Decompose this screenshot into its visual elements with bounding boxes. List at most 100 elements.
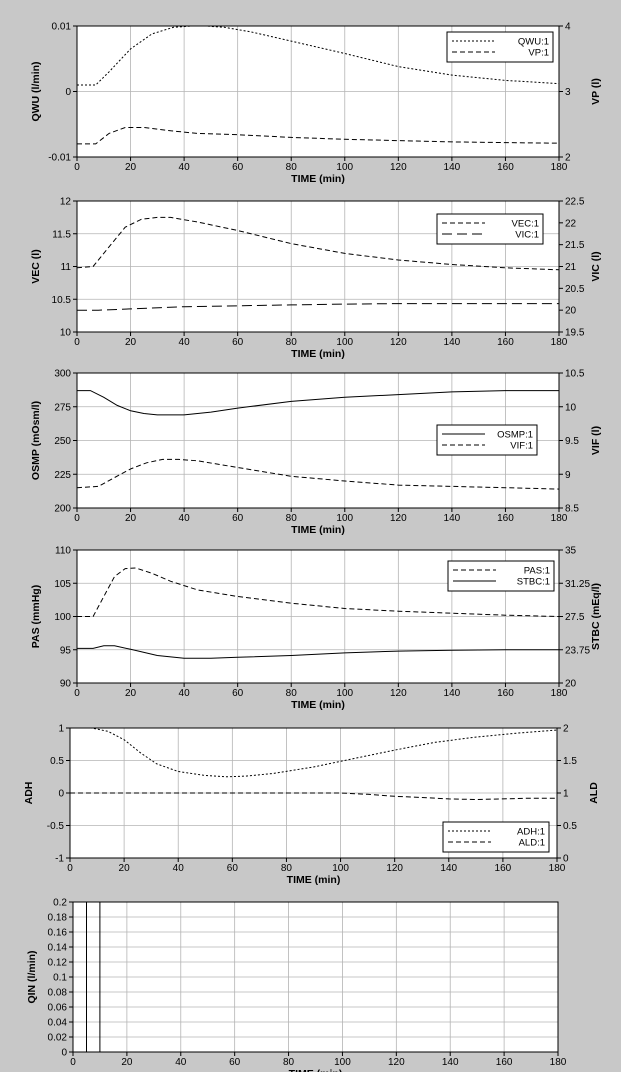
- y-axis-title: PAS (mmHg): [30, 585, 42, 648]
- x-tick-label: 60: [232, 162, 244, 173]
- y-tick-label: 0.1: [53, 973, 67, 984]
- y-axis-title: VEC (l): [30, 249, 42, 283]
- x-tick-label: 160: [497, 337, 514, 348]
- x-tick-label: 80: [286, 688, 298, 699]
- y2-tick-label: 20: [565, 679, 577, 690]
- y-tick-label: -1: [55, 854, 64, 865]
- y2-tick-label: 10: [565, 402, 577, 413]
- x-tick-label: 40: [173, 863, 185, 874]
- y-tick-label: 0.06: [48, 1003, 68, 1014]
- y-tick-label: 0.04: [48, 1018, 68, 1029]
- y2-tick-label: 8.5: [565, 504, 579, 515]
- x-tick-label: 80: [281, 863, 293, 874]
- y-tick-label: 200: [54, 504, 71, 515]
- y2-axis-title: ALD: [588, 782, 600, 804]
- y2-tick-label: 35: [565, 546, 577, 557]
- y-tick-label: 0.01: [52, 22, 72, 33]
- x-tick-label: 60: [232, 513, 244, 524]
- y-tick-label: 0: [58, 789, 64, 800]
- y-tick-label: 0: [61, 1048, 67, 1059]
- y2-tick-label: 31.25: [565, 579, 590, 590]
- y-tick-label: -0.5: [47, 821, 65, 832]
- series-line-pas1: [77, 567, 560, 617]
- x-tick-label: 0: [74, 688, 80, 699]
- y2-tick-label: 9.5: [565, 436, 579, 447]
- chart-panel-2: 0 20 40 60 80 100 120 140 160 180 10 10.5 11 11.5 12 19…: [30, 197, 602, 361]
- x-tick-label: 0: [70, 1057, 76, 1068]
- y2-tick-label: 3: [565, 87, 571, 98]
- series-line-vp1: [77, 127, 560, 145]
- x-tick-label: 40: [179, 337, 191, 348]
- legend-box: [442, 821, 550, 853]
- y2-tick-label: 9: [565, 470, 571, 481]
- x-tick-label: 180: [551, 513, 568, 524]
- legend-label: ADH:1: [517, 827, 545, 838]
- x-tick-label: 140: [440, 863, 457, 874]
- x-tick-label: 180: [551, 688, 568, 699]
- x-tick-label: 100: [334, 1057, 351, 1068]
- x-tick-label: 20: [125, 688, 137, 699]
- chart-panel-4: 0 20 40 60 80 100 120 140 160 180 90 95 100 105 110 20 2…: [30, 546, 602, 712]
- x-tick-label: 80: [286, 337, 298, 348]
- y-tick-label: -0.01: [48, 153, 71, 164]
- plot-frame: [76, 25, 560, 158]
- plot-frame: [76, 372, 560, 509]
- x-tick-label: 0: [74, 337, 80, 348]
- x-tick-label: 120: [390, 337, 407, 348]
- x-tick-label: 180: [551, 337, 568, 348]
- series-line-vec1: [76, 216, 560, 271]
- x-tick-label: 40: [179, 162, 191, 173]
- y2-tick-label: 20: [565, 306, 577, 317]
- x-tick-label: 40: [179, 513, 191, 524]
- x-tick-label: 140: [442, 1057, 459, 1068]
- y-axis-title: OSMP (mOsm/l): [30, 401, 42, 480]
- y-tick-label: 0.2: [53, 898, 67, 909]
- legend-label: PAS:1: [524, 566, 550, 577]
- y2-axis-title: VIC (l): [590, 251, 602, 281]
- x-tick-label: 20: [119, 863, 131, 874]
- y-tick-label: 0.16: [48, 928, 68, 939]
- x-axis-title: TIME (min): [289, 1068, 343, 1072]
- y-tick-label: 0.12: [48, 958, 68, 969]
- y-tick-label: 10: [60, 328, 72, 339]
- x-tick-label: 180: [551, 162, 568, 173]
- legend-box: [447, 560, 555, 592]
- y-tick-label: 100: [54, 612, 71, 623]
- x-tick-label: 160: [497, 513, 514, 524]
- y-tick-label: 90: [60, 679, 72, 690]
- y-axis-title: QIN (l/min): [26, 950, 38, 1003]
- legend-label: VIC:1: [515, 230, 539, 241]
- x-tick-label: 0: [67, 863, 73, 874]
- series-line-adh1: [70, 727, 558, 778]
- y-tick-label: 0.5: [50, 756, 64, 767]
- x-tick-label: 120: [386, 863, 403, 874]
- x-tick-label: 100: [336, 513, 353, 524]
- y2-axis-title: VIF (l): [590, 426, 602, 455]
- x-tick-label: 20: [125, 337, 137, 348]
- legend-label: VP:1: [528, 48, 549, 59]
- x-tick-label: 60: [232, 337, 244, 348]
- x-tick-label: 80: [283, 1057, 295, 1068]
- x-tick-label: 120: [388, 1057, 405, 1068]
- x-tick-label: 180: [549, 863, 566, 874]
- legend-label: VIF:1: [510, 441, 533, 452]
- chart-panel-6: 0 20 40 60 80 100 120 140 160 180 0 0.02 0.04 0.06 0.0…: [26, 898, 567, 1072]
- x-tick-label: 0: [74, 162, 80, 173]
- x-tick-label: 80: [286, 162, 298, 173]
- y-tick-label: 105: [54, 579, 71, 590]
- x-tick-label: 20: [121, 1057, 133, 1068]
- series-line-osmp1: [77, 390, 559, 416]
- series-line-qin: [73, 901, 558, 1053]
- y2-tick-label: 20.5: [565, 284, 585, 295]
- y2-tick-label: 27.5: [565, 612, 585, 623]
- x-tick-label: 20: [125, 513, 137, 524]
- x-axis-title: TIME (min): [291, 348, 345, 360]
- x-tick-label: 20: [125, 162, 137, 173]
- y-tick-label: 300: [54, 369, 71, 380]
- x-tick-label: 60: [227, 863, 239, 874]
- x-tick-label: 40: [179, 688, 191, 699]
